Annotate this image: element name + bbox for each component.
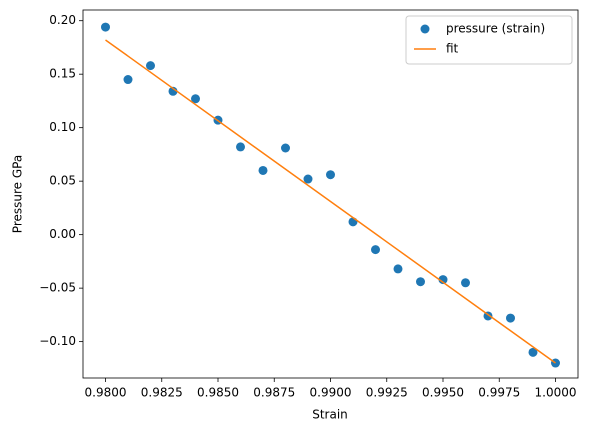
y-tick-label: 0.05 <box>49 174 76 188</box>
data-point <box>348 217 358 227</box>
x-tick-label: 0.9875 <box>253 386 295 400</box>
data-point <box>303 174 313 184</box>
data-point <box>461 278 470 288</box>
y-tick-label: −0.10 <box>39 334 76 348</box>
data-point <box>528 347 538 357</box>
x-tick-label: 1.0000 <box>535 386 577 400</box>
x-tick-label: 0.9975 <box>478 386 520 400</box>
y-axis-label: Pressure GPa <box>11 155 25 233</box>
data-point <box>281 143 290 153</box>
data-point <box>438 275 448 285</box>
data-point <box>236 142 245 152</box>
x-tick-label: 0.9800 <box>85 386 127 400</box>
data-point <box>168 86 178 96</box>
plot-frame <box>82 9 579 379</box>
data-point <box>123 75 133 85</box>
legend: pressure (strain) fit <box>405 15 573 65</box>
data-point <box>101 22 110 32</box>
data-point <box>416 277 425 287</box>
x-tick-label: 0.9850 <box>197 386 239 400</box>
x-tick-label: 0.9825 <box>141 386 183 400</box>
data-point <box>393 264 403 274</box>
x-tick-label: 0.9900 <box>310 386 352 400</box>
y-tick-label: 0.00 <box>49 227 76 241</box>
legend-label: fit <box>446 42 459 56</box>
data-point <box>146 61 155 71</box>
data-point <box>191 94 200 104</box>
legend-box <box>405 15 573 65</box>
fit-line <box>105 39 556 364</box>
legend-marker <box>420 24 430 34</box>
data-point <box>506 313 515 323</box>
data-point <box>326 170 335 180</box>
x-tick-label: 0.9925 <box>366 386 408 400</box>
legend-label: pressure (strain) <box>446 22 545 36</box>
data-point <box>258 165 268 175</box>
y-tick-label: 0.10 <box>49 120 76 134</box>
y-tick-label: 0.20 <box>49 13 76 27</box>
y-tick-label: 0.15 <box>49 67 76 81</box>
x-tick-label: 0.9950 <box>422 386 464 400</box>
x-axis-label: Strain <box>312 408 348 422</box>
data-point <box>371 245 380 255</box>
y-tick-label: −0.05 <box>39 281 76 295</box>
